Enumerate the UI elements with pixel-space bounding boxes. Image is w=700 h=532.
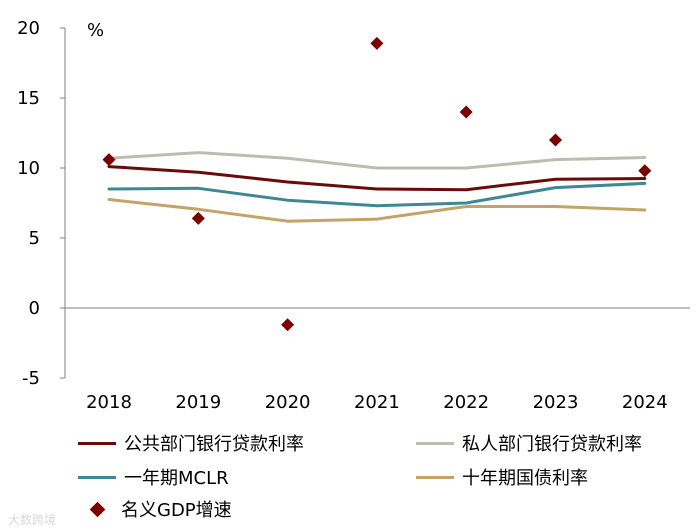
series-line-3 [107, 198, 647, 223]
y-tick-label: 15 [17, 88, 40, 109]
series-line-2 [107, 181, 647, 208]
legend-swatch-10y-bond [416, 475, 454, 479]
legend-label-public-loan-rate: 公共部门银行贷款利率 [124, 434, 304, 455]
legend-item-public-loan-rate: 公共部门银行贷款利率 [78, 428, 304, 458]
axes-layer: -5 0 5 10 15 20 2018 2019 2020 2021 2022 2023 2024 [17, 18, 690, 413]
x-tick-label: 2021 [354, 392, 400, 413]
legend-label-nominal-gdp: 名义GDP增速 [121, 500, 232, 521]
legend-label-private-loan-rate: 私人部门银行贷款利率 [462, 434, 642, 455]
series-line-0 [107, 165, 647, 192]
x-tick-label: 2024 [622, 392, 668, 413]
x-tick-label: 2019 [175, 392, 221, 413]
legend-item-private-loan-rate: 私人部门银行贷款利率 [416, 428, 642, 458]
legend-swatch-private-loan-rate [416, 441, 454, 445]
y-tick-label: 5 [29, 228, 40, 249]
unit-label: % [87, 20, 104, 41]
legend-swatch-public-loan-rate [78, 441, 116, 445]
y-tick-label: 10 [17, 158, 40, 179]
series-layer [102, 36, 652, 332]
gdp-point [459, 105, 473, 119]
x-tick-label: 2023 [533, 392, 579, 413]
legend-item-10y-bond: 十年期国债利率 [416, 462, 588, 492]
legend-label-mclr: 一年期MCLR [124, 468, 229, 489]
series-line-1 [107, 151, 647, 170]
legend-swatch-mclr [78, 475, 116, 479]
chart: -5 0 5 10 15 20 2018 2019 2020 2021 2022 2023 2024 % [17, 18, 690, 413]
gdp-point [370, 36, 384, 50]
y-tick-label: 20 [17, 18, 40, 39]
watermark: 大数跨境 [8, 513, 57, 527]
x-tick-label: 2018 [86, 392, 132, 413]
gdp-point [102, 153, 116, 167]
legend: 公共部门银行贷款利率 私人部门银行贷款利率 一年期MCLR 十年期国债利率 名义… [0, 428, 700, 532]
gdp-point [549, 133, 562, 147]
gdp-point [191, 211, 205, 225]
legend-swatch-nominal-gdp [89, 501, 106, 517]
legend-item-nominal-gdp: 名义GDP增速 [78, 494, 232, 524]
legend-label-10y-bond: 十年期国债利率 [462, 468, 588, 489]
legend-item-mclr: 一年期MCLR [78, 462, 229, 492]
y-tick-label: -5 [22, 368, 40, 389]
gdp-point [638, 164, 652, 178]
y-tick-label: 0 [29, 298, 40, 319]
x-tick-label: 2020 [265, 392, 311, 413]
gdp-point [281, 318, 295, 332]
x-tick-label: 2022 [443, 392, 489, 413]
